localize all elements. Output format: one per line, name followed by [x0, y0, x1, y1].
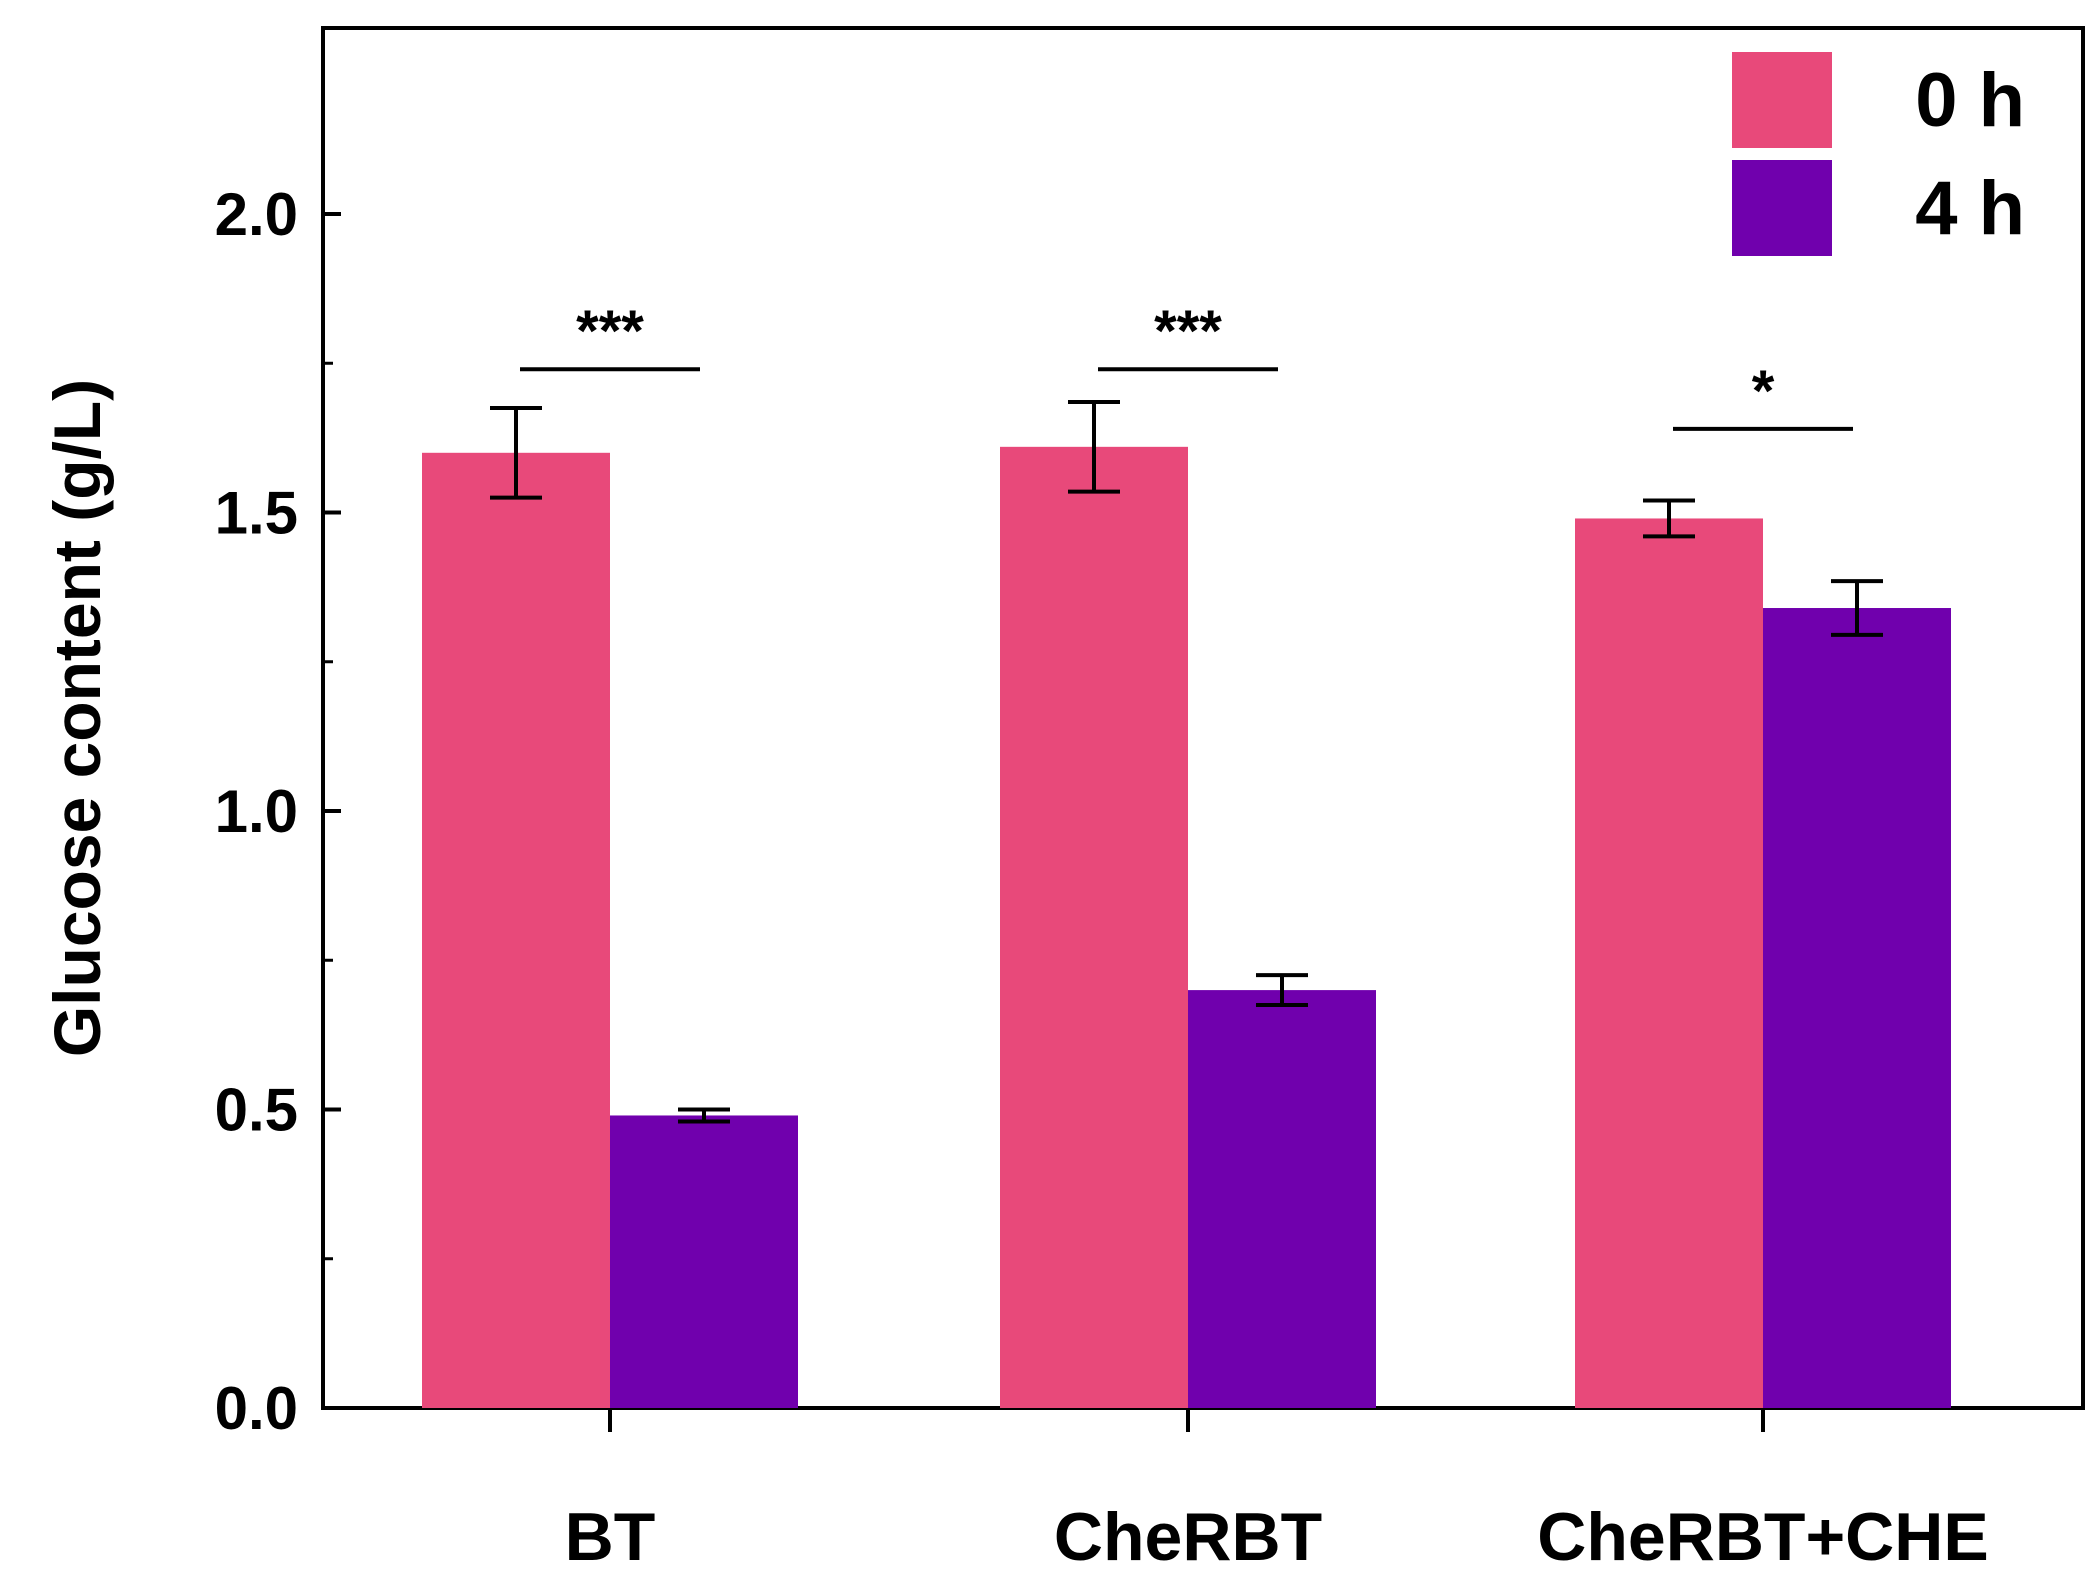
bar	[1000, 446, 1188, 1409]
bar	[1763, 608, 1951, 1408]
bar	[610, 1115, 798, 1408]
x-category-label: CheRBT	[1054, 1499, 1322, 1575]
legend: 0 h4 h	[1732, 52, 2025, 256]
bar	[422, 452, 610, 1408]
y-tick-label: 0.0	[215, 1375, 298, 1442]
legend-swatch	[1732, 52, 1832, 148]
bar	[1575, 518, 1763, 1408]
significance-label: ***	[1154, 299, 1222, 364]
bar-series	[422, 446, 1951, 1409]
y-tick-label: 1.5	[215, 480, 298, 547]
significance-markers: *** ****	[520, 299, 1853, 431]
x-category-label: BT	[565, 1499, 656, 1575]
y-axis-title: Glucose content (g/L)	[40, 379, 114, 1057]
y-tick-label: 0.5	[215, 1077, 298, 1144]
legend-swatch	[1732, 160, 1832, 256]
y-tick-label: 2.0	[215, 181, 298, 248]
significance-label: ***	[576, 299, 644, 364]
x-axis: BT CheRBT CheRBT+CHE	[565, 1408, 1989, 1575]
legend-label: 0 h	[1915, 58, 2025, 143]
y-axis: 0.0 0.5 1.0 1.5 2.0	[215, 181, 341, 1442]
significance-label: *	[1752, 359, 1775, 424]
x-category-label: CheRBT+CHE	[1537, 1499, 1989, 1575]
error-bars	[490, 400, 1883, 1124]
y-tick-label: 1.0	[215, 778, 298, 845]
bar	[1188, 990, 1376, 1408]
legend-label: 4 h	[1915, 166, 2025, 251]
